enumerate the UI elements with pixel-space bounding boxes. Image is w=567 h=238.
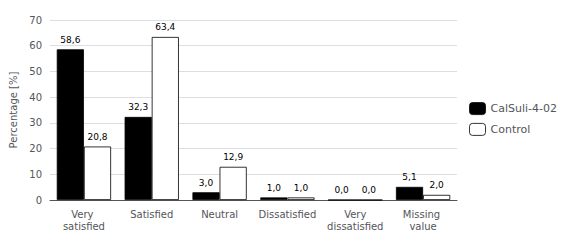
svg-text:Missing: Missing [403, 209, 443, 220]
svg-text:Very: Very [344, 209, 366, 220]
svg-text:12,9: 12,9 [223, 152, 243, 162]
svg-text:satisfied: satisfied [63, 221, 105, 232]
svg-text:32,3: 32,3 [128, 102, 148, 112]
svg-text:40: 40 [29, 92, 42, 103]
svg-text:5,1: 5,1 [402, 172, 416, 182]
svg-text:Control: Control [491, 123, 531, 136]
svg-text:value: value [409, 221, 436, 232]
svg-text:3,0: 3,0 [199, 178, 214, 188]
svg-text:20: 20 [29, 143, 42, 154]
svg-text:20,8: 20,8 [87, 132, 107, 142]
svg-text:0,0: 0,0 [362, 185, 377, 195]
svg-text:2,0: 2,0 [429, 180, 444, 190]
svg-text:10: 10 [29, 169, 42, 180]
svg-text:1,0: 1,0 [294, 183, 309, 193]
svg-text:dissatisfied: dissatisfied [327, 221, 383, 232]
svg-text:1,0: 1,0 [267, 183, 282, 193]
svg-text:63,4: 63,4 [155, 22, 175, 32]
svg-text:Percentage [%]: Percentage [%] [8, 72, 19, 149]
svg-text:58,6: 58,6 [60, 35, 80, 45]
svg-text:0,0: 0,0 [335, 185, 350, 195]
svg-text:Dissatisfied: Dissatisfied [259, 209, 317, 220]
svg-text:60: 60 [29, 40, 42, 51]
svg-text:Very: Very [71, 209, 96, 220]
svg-text:Neutral: Neutral [201, 209, 238, 220]
svg-text:70: 70 [29, 15, 42, 26]
svg-text:CalSuli-4-02: CalSuli-4-02 [491, 102, 557, 115]
svg-text:50: 50 [29, 66, 42, 77]
svg-text:Satisfied: Satisfied [130, 209, 173, 220]
svg-text:0: 0 [36, 195, 42, 206]
svg-text:30: 30 [29, 117, 42, 128]
